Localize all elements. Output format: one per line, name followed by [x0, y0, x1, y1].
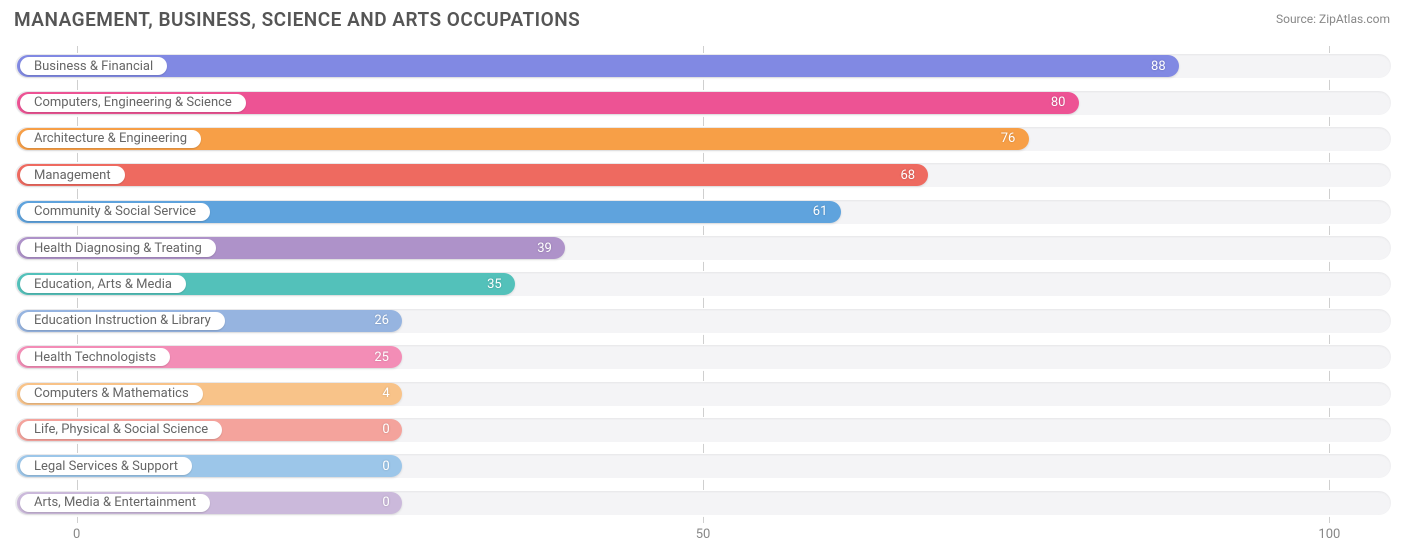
category-label: Health Technologists [20, 348, 170, 366]
chart-bars: Business & Financial 88 Computers, Enginee… [14, 46, 1392, 523]
bar-value: 68 [900, 161, 915, 189]
x-tick-label: 50 [696, 527, 711, 542]
bar-value: 61 [813, 198, 828, 226]
bar-value: 39 [537, 234, 552, 262]
category-label: Arts, Media & Entertainment [20, 494, 210, 512]
bar-row: Architecture & Engineering 76 [14, 125, 1392, 153]
bar-value: 35 [487, 270, 502, 298]
source-label: Source: [1276, 12, 1316, 26]
category-label: Legal Services & Support [20, 457, 192, 475]
bar-row: Arts, Media & Entertainment 0 [14, 489, 1392, 517]
category-label: Computers, Engineering & Science [20, 94, 246, 112]
bar-value: 80 [1051, 89, 1066, 117]
bar-row: Life, Physical & Social Science 0 [14, 416, 1392, 444]
source-value: ZipAtlas.com [1319, 12, 1390, 26]
bar-fill [17, 55, 1179, 77]
bar-row: Management 68 [14, 161, 1392, 189]
bar-value: 76 [1001, 125, 1016, 153]
category-label: Management [20, 166, 125, 184]
category-label: Architecture & Engineering [20, 130, 201, 148]
category-label: Education Instruction & Library [20, 312, 225, 330]
category-label: Education, Arts & Media [20, 275, 186, 293]
bar-row: Education, Arts & Media 35 [14, 270, 1392, 298]
bar-row: Education Instruction & Library 26 [14, 307, 1392, 335]
bar-value: 25 [374, 343, 389, 371]
bar-value: 26 [374, 307, 389, 335]
bar-row: Computers & Mathematics 4 [14, 380, 1392, 408]
x-tick-label: 100 [1318, 527, 1340, 542]
bar-value: 0 [382, 416, 389, 444]
bar-row: Community & Social Service 61 [14, 198, 1392, 226]
source-attribution: Source: ZipAtlas.com [1276, 12, 1390, 26]
bar-fill [17, 164, 928, 186]
bar-row: Legal Services & Support 0 [14, 452, 1392, 480]
bar-row: Computers, Engineering & Science 80 [14, 89, 1392, 117]
bar-value: 4 [382, 380, 389, 408]
category-label: Health Diagnosing & Treating [20, 239, 216, 257]
bar-value: 0 [382, 452, 389, 480]
page-title: MANAGEMENT, BUSINESS, SCIENCE AND ARTS O… [14, 8, 580, 31]
chart-plot-area: Business & Financial 88 Computers, Enginee… [14, 46, 1392, 545]
category-label: Business & Financial [20, 57, 167, 75]
bar-row: Business & Financial 88 [14, 52, 1392, 80]
bar-value: 0 [382, 489, 389, 517]
x-tick-label: 0 [73, 527, 80, 542]
category-label: Life, Physical & Social Science [20, 421, 222, 439]
bar-row: Health Diagnosing & Treating 39 [14, 234, 1392, 262]
category-label: Computers & Mathematics [20, 385, 203, 403]
category-label: Community & Social Service [20, 203, 210, 221]
bar-value: 88 [1151, 52, 1166, 80]
chart-x-axis: 0 50 100 [14, 523, 1392, 545]
bar-row: Health Technologists 25 [14, 343, 1392, 371]
